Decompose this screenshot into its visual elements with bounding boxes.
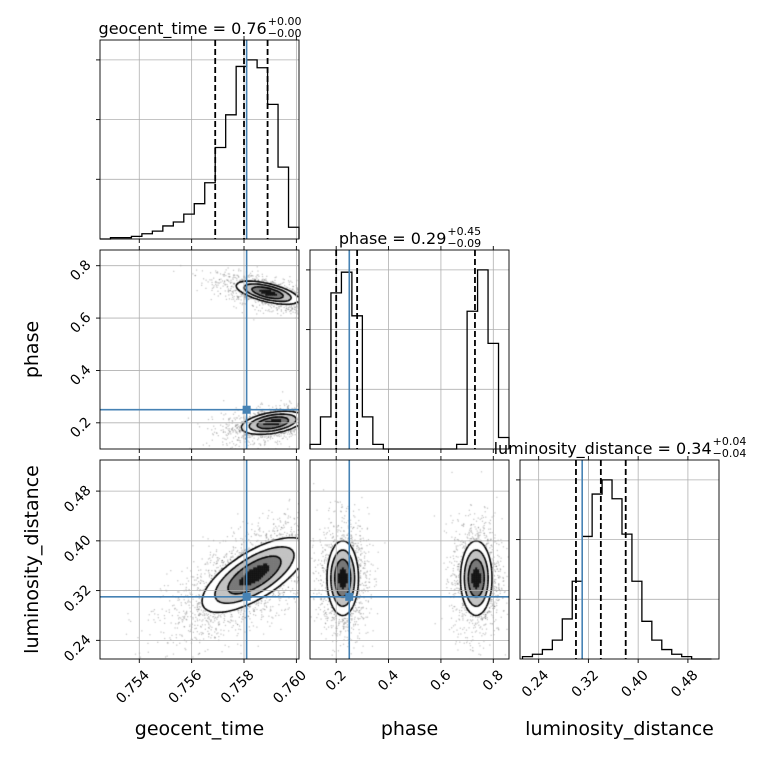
title-minus: −0.09: [447, 237, 481, 250]
x-tick-label: 0.48: [668, 667, 701, 700]
title-luminosity_distance: luminosity_distance = 0.34 +0.04−0.04: [494, 435, 747, 460]
x-tick-label: 0.32: [569, 667, 602, 700]
x-tick-label: 0.754: [113, 667, 153, 707]
title-text: luminosity_distance = 0.34: [494, 439, 712, 459]
y-tick-label: 0.6: [67, 310, 94, 337]
title-plus: +0.45: [447, 225, 481, 238]
panel-geocent_time-geocent_time: [96, 36, 300, 243]
title-phase: phase = 0.29 +0.45−0.09: [339, 225, 481, 250]
title-plus: +0.00: [268, 15, 302, 28]
y-tick-label: 0.8: [67, 257, 94, 284]
y-tick-label: 0.48: [61, 483, 94, 516]
x-tick-label: 0.760: [270, 667, 310, 707]
x-axis-label-phase: phase: [381, 718, 438, 740]
title-text: phase = 0.29: [339, 229, 446, 248]
panel-frame: [99, 249, 300, 450]
panel-phase-phase: [306, 246, 510, 453]
panel-luminosity_distance-geocent_time: [96, 456, 300, 663]
panel-phase-geocent_time: [96, 246, 300, 453]
y-tick-label: 0.40: [61, 532, 94, 565]
density-phase-vs-geocent_time: [100, 250, 299, 449]
panel-frame: [99, 39, 300, 240]
histogram-luminosity_distance: [521, 479, 712, 660]
title-minus: −0.04: [713, 447, 747, 460]
histogram-geocent_time: [100, 59, 300, 240]
density-luminosity_distance-vs-geocent_time: [100, 460, 299, 659]
title-geocent_time: geocent_time = 0.76 +0.00−0.00: [99, 15, 302, 40]
panel-luminosity_distance-luminosity_distance: [516, 456, 720, 663]
x-tick-label: 0.40: [618, 667, 651, 700]
injection-marker: [242, 405, 251, 414]
injection-marker: [345, 592, 354, 601]
x-tick-label: 0.758: [218, 667, 258, 707]
density-luminosity_distance-vs-phase: [310, 460, 509, 659]
y-tick-label: 0.32: [61, 582, 94, 615]
x-axis-label-geocent_time: geocent_time: [135, 718, 264, 740]
x-axis-label-luminosity_distance: luminosity_distance: [525, 718, 714, 740]
title-text: geocent_time = 0.76: [99, 19, 267, 39]
x-tick-label: 0.756: [166, 667, 206, 707]
x-tick-label: 0.2: [323, 667, 350, 694]
y-axis-label-luminosity_distance: luminosity_distance: [21, 465, 43, 654]
x-tick-label: 0.4: [375, 667, 402, 694]
title-minus: −0.00: [268, 27, 302, 40]
panel-luminosity_distance-phase: [309, 456, 510, 663]
x-tick-label: 0.8: [480, 667, 507, 694]
title-plus: +0.04: [713, 435, 747, 448]
y-tick-label: 0.2: [67, 414, 94, 441]
panel-frame: [309, 459, 510, 660]
panel-frame: [99, 459, 300, 660]
y-tick-label: 0.4: [67, 362, 94, 389]
injection-marker: [242, 592, 251, 601]
histogram-phase: [309, 269, 510, 450]
x-tick-label: 0.24: [519, 667, 552, 700]
panel-frame: [519, 459, 720, 660]
y-tick-label: 0.24: [61, 632, 94, 665]
x-tick-label: 0.6: [427, 667, 454, 694]
y-axis-label-phase: phase: [21, 321, 43, 378]
panel-frame: [309, 249, 510, 450]
